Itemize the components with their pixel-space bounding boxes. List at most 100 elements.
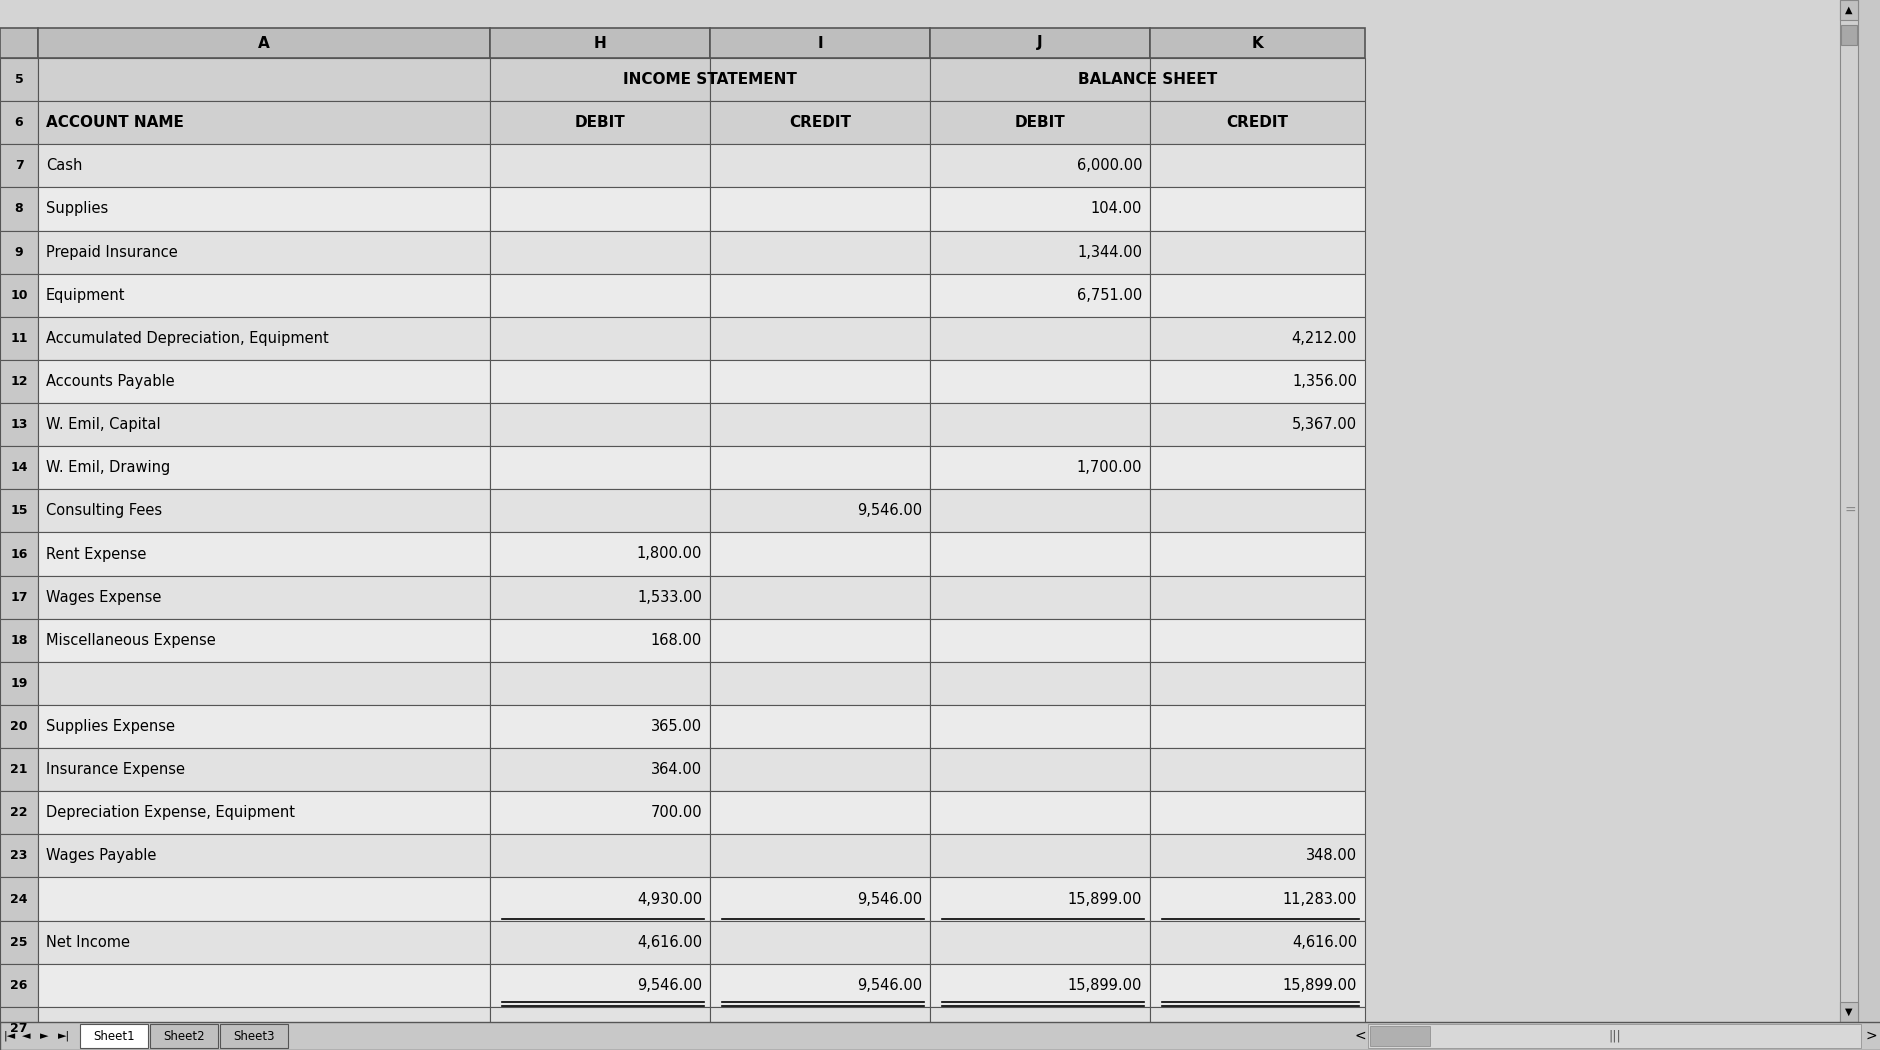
Bar	[929, 705, 1149, 748]
Text: 104.00: 104.00	[1090, 202, 1141, 216]
Bar	[489, 662, 709, 705]
Bar	[709, 878, 929, 921]
Bar	[38, 532, 489, 575]
Bar	[929, 28, 1149, 58]
Bar	[38, 403, 489, 446]
Text: DEBIT: DEBIT	[1013, 116, 1064, 130]
Text: ▲: ▲	[1844, 5, 1852, 15]
Text: 19: 19	[9, 677, 28, 690]
Text: 18: 18	[9, 634, 28, 647]
Text: 25: 25	[9, 936, 28, 948]
Text: Equipment: Equipment	[45, 288, 126, 302]
Text: 700.00: 700.00	[650, 805, 701, 820]
Bar	[0, 187, 38, 231]
Text: ▼: ▼	[1844, 1007, 1852, 1017]
Bar	[929, 748, 1149, 792]
Text: ◄: ◄	[23, 1031, 30, 1041]
Bar	[489, 1007, 709, 1050]
Text: Miscellaneous Expense: Miscellaneous Expense	[45, 633, 216, 648]
Bar	[38, 101, 489, 144]
Bar	[709, 921, 929, 964]
Bar	[0, 58, 38, 101]
Bar	[929, 231, 1149, 274]
Bar	[38, 28, 489, 58]
Bar	[709, 835, 929, 878]
Text: 14: 14	[9, 461, 28, 475]
Text: Cash: Cash	[45, 159, 83, 173]
Text: 8: 8	[15, 203, 23, 215]
Text: Net Income: Net Income	[45, 934, 130, 949]
Text: W. Emil, Drawing: W. Emil, Drawing	[45, 460, 171, 476]
Bar	[709, 705, 929, 748]
Bar	[929, 1007, 1149, 1050]
Bar	[929, 921, 1149, 964]
Bar	[929, 187, 1149, 231]
Bar	[38, 489, 489, 532]
Text: Supplies: Supplies	[45, 202, 109, 216]
Bar	[709, 618, 929, 662]
Bar	[929, 835, 1149, 878]
Text: Wages Payable: Wages Payable	[45, 848, 156, 863]
Bar	[0, 748, 38, 792]
Text: 5: 5	[15, 74, 23, 86]
Text: W. Emil, Capital: W. Emil, Capital	[45, 417, 160, 433]
Text: 1,356.00: 1,356.00	[1292, 374, 1355, 388]
Bar	[38, 1007, 489, 1050]
Bar	[929, 446, 1149, 489]
Bar	[1149, 792, 1365, 835]
Text: 9,546.00: 9,546.00	[637, 978, 701, 993]
Bar	[709, 446, 929, 489]
Text: 13: 13	[9, 418, 28, 432]
Bar	[0, 705, 38, 748]
Text: 4,616.00: 4,616.00	[637, 934, 701, 949]
Text: DEBIT: DEBIT	[573, 116, 624, 130]
Bar	[1367, 1024, 1859, 1048]
Bar	[1149, 532, 1365, 575]
Bar	[929, 489, 1149, 532]
Text: 17: 17	[9, 591, 28, 604]
Text: J: J	[1036, 36, 1042, 50]
Text: ►: ►	[39, 1031, 49, 1041]
Bar	[0, 921, 38, 964]
Text: CREDIT: CREDIT	[788, 116, 850, 130]
Bar	[489, 274, 709, 317]
Bar	[489, 446, 709, 489]
Bar	[1149, 101, 1365, 144]
Bar	[0, 489, 38, 532]
Bar	[489, 618, 709, 662]
Bar	[0, 575, 38, 618]
Bar	[489, 317, 709, 360]
Bar	[489, 231, 709, 274]
Text: K: K	[1250, 36, 1263, 50]
Text: |||: |||	[1607, 1029, 1621, 1043]
Text: 9,546.00: 9,546.00	[857, 891, 921, 906]
Bar	[0, 144, 38, 187]
Text: 4,212.00: 4,212.00	[1292, 331, 1355, 345]
Text: 364.00: 364.00	[650, 762, 701, 777]
Bar	[1839, 1002, 1857, 1022]
Text: 23: 23	[9, 849, 28, 862]
Text: <: <	[1354, 1029, 1365, 1043]
Bar	[929, 964, 1149, 1007]
Bar	[709, 662, 929, 705]
Bar	[38, 878, 489, 921]
Bar	[0, 835, 38, 878]
Bar	[0, 662, 38, 705]
Bar	[929, 144, 1149, 187]
Text: 9,546.00: 9,546.00	[857, 503, 921, 519]
Bar	[1149, 748, 1365, 792]
Text: INCOME STATEMENT: INCOME STATEMENT	[622, 72, 797, 87]
Bar	[1149, 28, 1365, 58]
Text: 12: 12	[9, 375, 28, 388]
Text: 15,899.00: 15,899.00	[1282, 978, 1355, 993]
Text: Depreciation Expense, Equipment: Depreciation Expense, Equipment	[45, 805, 295, 820]
Bar	[1149, 705, 1365, 748]
Bar	[38, 187, 489, 231]
Bar	[1149, 144, 1365, 187]
Bar	[489, 921, 709, 964]
Bar	[489, 360, 709, 403]
Bar	[1149, 446, 1365, 489]
Bar	[0, 317, 38, 360]
Text: BALANCE SHEET: BALANCE SHEET	[1077, 72, 1216, 87]
Bar	[38, 921, 489, 964]
